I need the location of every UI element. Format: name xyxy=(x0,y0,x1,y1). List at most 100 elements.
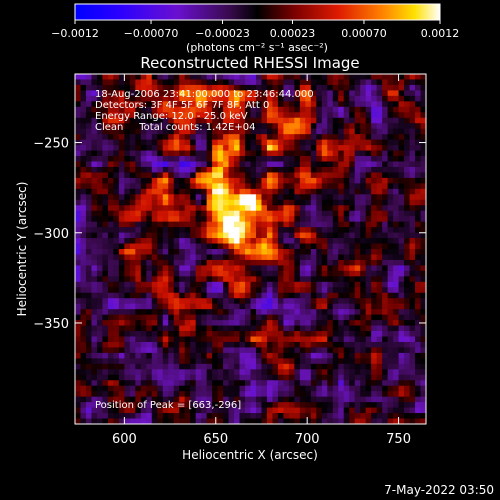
heatmap-cell xyxy=(305,150,312,157)
heatmap-cell xyxy=(305,303,312,310)
heatmap-cell xyxy=(124,194,131,201)
heatmap-cell xyxy=(415,276,421,283)
heatmap-cell xyxy=(404,331,410,337)
heatmap-cell xyxy=(266,128,273,135)
heatmap-cell xyxy=(409,166,416,173)
heatmap-cell xyxy=(272,396,279,403)
heatmap-cell xyxy=(332,117,339,124)
heatmap-cell xyxy=(245,84,251,91)
heatmap-cell xyxy=(234,369,240,376)
heatmap-cell xyxy=(283,74,290,80)
heatmap-cell xyxy=(354,150,361,157)
heatmap-cell xyxy=(321,352,328,359)
heatmap-cell xyxy=(173,188,180,195)
heatmap-cell xyxy=(382,139,389,146)
heatmap-cell xyxy=(255,276,262,283)
heatmap-cell xyxy=(343,205,350,212)
heatmap-cell xyxy=(343,292,350,299)
heatmap-cell xyxy=(299,199,306,206)
heatmap-cell xyxy=(102,358,109,365)
heatmap-cell xyxy=(201,117,208,124)
heatmap-cell xyxy=(179,145,186,151)
heatmap-cell xyxy=(212,303,218,310)
heatmap-cell xyxy=(393,347,399,354)
heatmap-cell xyxy=(360,106,367,113)
heatmap-cell xyxy=(113,325,120,332)
heatmap-cell xyxy=(371,161,378,168)
heatmap-cell xyxy=(371,188,378,195)
heatmap-cell xyxy=(354,134,361,141)
heatmap-cell xyxy=(206,123,213,130)
heatmap-cell xyxy=(255,123,262,130)
heatmap-cell xyxy=(376,309,383,316)
heatmap-cell xyxy=(354,238,361,244)
heatmap-cell xyxy=(360,128,367,135)
heatmap-cell xyxy=(332,232,339,239)
heatmap-cell xyxy=(305,391,312,398)
heatmap-cell xyxy=(277,117,284,124)
heatmap-cell xyxy=(80,336,87,343)
heatmap-cell xyxy=(387,380,394,387)
heatmap-cell xyxy=(140,325,147,332)
heatmap-cell xyxy=(118,331,125,337)
heatmap-cell xyxy=(376,270,383,277)
heatmap-cell xyxy=(360,320,367,326)
heatmap-cell xyxy=(354,298,361,305)
heatmap-cell xyxy=(283,298,290,305)
heatmap-cell xyxy=(277,210,284,217)
heatmap-cell xyxy=(365,90,372,97)
heatmap-cell xyxy=(146,232,153,239)
heatmap-cell xyxy=(135,391,142,398)
heatmap-cell xyxy=(393,303,399,310)
heatmap-cell xyxy=(179,216,186,223)
heatmap-cell xyxy=(162,352,169,359)
heatmap-cell xyxy=(343,139,350,146)
heatmap-cell xyxy=(151,145,158,151)
heatmap-cell xyxy=(365,352,372,359)
heatmap-cell xyxy=(398,418,405,424)
colorbar-tick-label: −0.0012 xyxy=(51,27,99,40)
heatmap-cell xyxy=(343,391,350,398)
heatmap-cell xyxy=(294,161,301,168)
heatmap-cell xyxy=(382,270,389,277)
heatmap-cell xyxy=(332,281,339,288)
heatmap-cell xyxy=(321,254,328,261)
heatmap-cell xyxy=(75,238,81,244)
heatmap-cell xyxy=(75,177,81,184)
heatmap-cell xyxy=(250,156,257,162)
heatmap-cell xyxy=(135,172,142,179)
heatmap-cell xyxy=(283,90,290,97)
heatmap-cell xyxy=(382,101,389,108)
heatmap-cell xyxy=(228,418,235,424)
heatmap-cell xyxy=(217,369,224,376)
heatmap-cell xyxy=(288,166,295,173)
heatmap-cell xyxy=(118,177,125,184)
heatmap-cell xyxy=(217,123,224,130)
heatmap-cell xyxy=(201,172,208,179)
heatmap-cell xyxy=(124,249,131,255)
heatmap-cell xyxy=(409,156,416,162)
heatmap-cell xyxy=(343,374,350,381)
heatmap-cell xyxy=(343,145,350,151)
heatmap-cell xyxy=(420,90,426,97)
heatmap-cell xyxy=(96,205,103,212)
heatmap-cell xyxy=(206,265,213,272)
heatmap-cell xyxy=(310,84,317,91)
heatmap-cell xyxy=(277,336,284,343)
heatmap-cell xyxy=(338,188,345,195)
heatmap-cell xyxy=(288,210,295,217)
heatmap-cell xyxy=(217,84,224,91)
heatmap-cell xyxy=(157,177,164,184)
heatmap-cell xyxy=(283,156,290,162)
heatmap-cell xyxy=(354,254,361,261)
heatmap-cell xyxy=(135,314,142,321)
heatmap-cell xyxy=(420,347,426,354)
heatmap-cell xyxy=(250,74,257,80)
heatmap-cell xyxy=(387,352,394,359)
heatmap-cell xyxy=(173,112,180,119)
heatmap-cell xyxy=(393,358,399,365)
heatmap-cell xyxy=(190,352,197,359)
heatmap-cell xyxy=(376,84,383,91)
heatmap-cell xyxy=(85,194,92,201)
heatmap-cell xyxy=(310,95,317,102)
